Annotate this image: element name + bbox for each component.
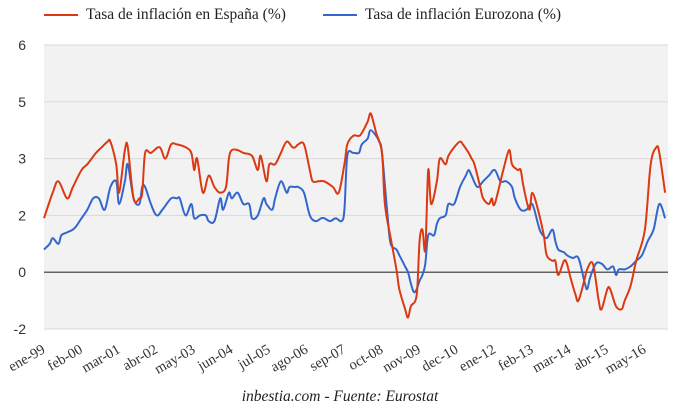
- x-tick-label: oct-08: [346, 342, 386, 374]
- x-tick-label: nov-09: [380, 342, 424, 376]
- legend-label-spain: Tasa de inflación en España (%): [86, 6, 286, 23]
- y-tick-label: 6: [18, 37, 26, 53]
- series-line-eurozone: [43, 129, 667, 294]
- y-tick-label: 3: [18, 151, 26, 167]
- y-tick-label: -2: [14, 321, 27, 337]
- x-tick-label: mar-01: [79, 342, 123, 377]
- plot-area: [44, 45, 668, 329]
- x-tick-label: sep-07: [307, 342, 348, 375]
- x-tick-label: may-03: [152, 342, 198, 378]
- legend-label-eurozone: Tasa de inflación Eurozona (%): [365, 6, 562, 23]
- gridlines: [44, 44, 668, 330]
- legend-swatch-spain: [44, 14, 78, 16]
- x-tick-label: ene-12: [456, 342, 498, 376]
- x-tick-label: jun-04: [194, 341, 236, 375]
- legend-swatch-eurozone: [323, 14, 357, 16]
- x-tick-label: ene-99: [6, 342, 48, 376]
- y-axis: -2 0 2 3 5 6: [14, 37, 27, 337]
- legend: Tasa de inflación en España (%) Tasa de …: [0, 6, 680, 26]
- x-tick-label: mar-14: [530, 341, 575, 376]
- x-tick-label: dec-10: [419, 342, 461, 376]
- y-tick-label: 2: [18, 207, 26, 223]
- legend-item-spain[interactable]: Tasa de inflación en España (%): [44, 6, 286, 24]
- series-layer: [43, 112, 667, 319]
- x-tick-label: may-16: [603, 342, 649, 378]
- chart-caption: inbestia.com - Fuente: Eurostat: [241, 388, 439, 405]
- x-tick-label: ago-06: [268, 342, 311, 376]
- legend-item-eurozone[interactable]: Tasa de inflación Eurozona (%): [323, 6, 561, 24]
- x-tick-label: jul-05: [234, 342, 273, 374]
- y-tick-label: 5: [18, 94, 26, 110]
- x-tick-label: feb-13: [495, 342, 536, 375]
- series-line-spain: [43, 112, 667, 319]
- x-tick-label: feb-00: [45, 342, 86, 375]
- y-tick-label: 0: [18, 264, 26, 280]
